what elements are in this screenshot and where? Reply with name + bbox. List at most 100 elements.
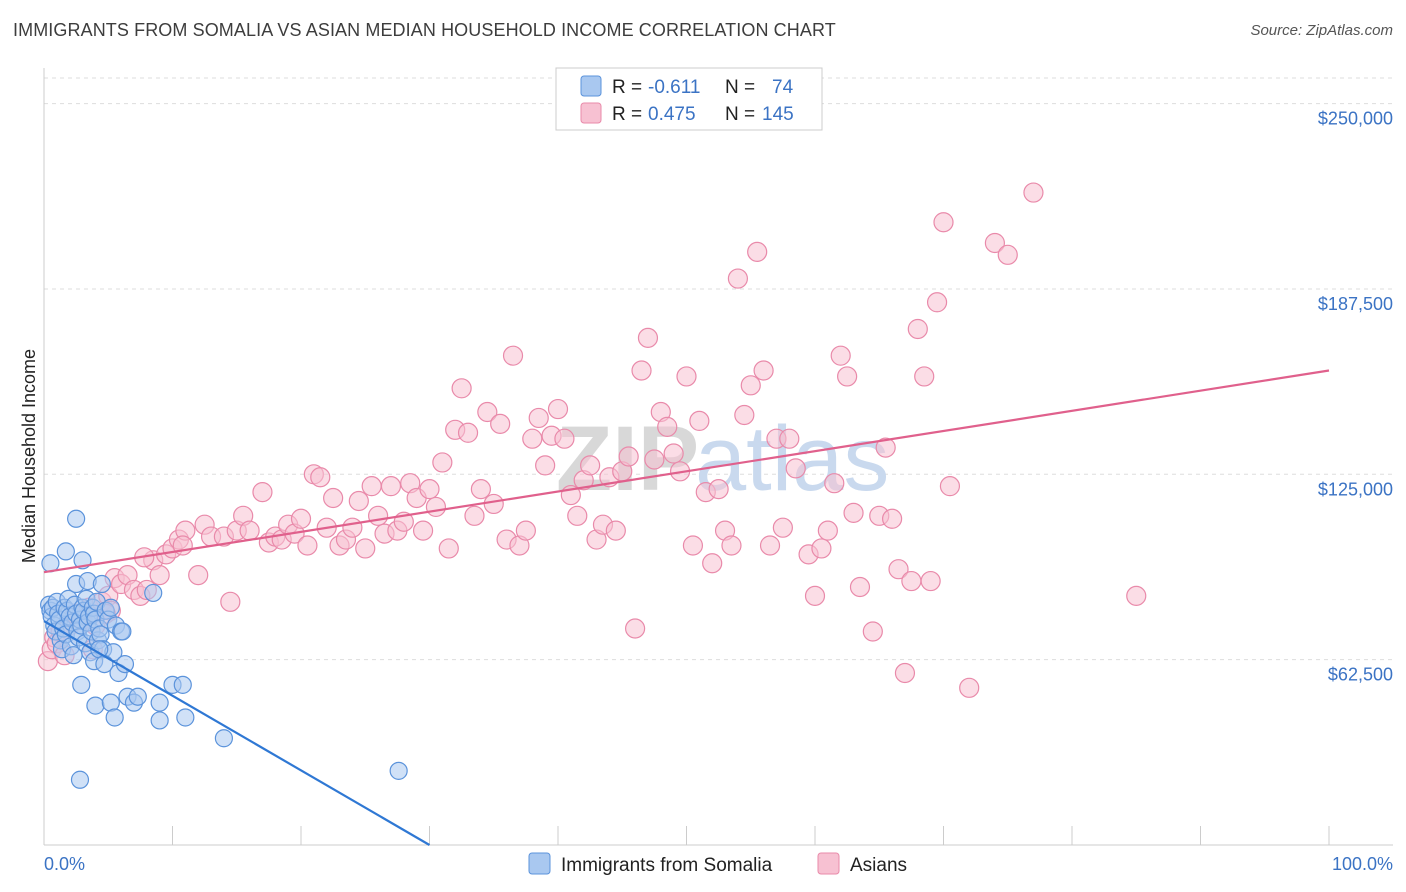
legend-n-value-2: 145 [762, 104, 794, 125]
data-point [502, 345, 524, 366]
data-point [361, 476, 382, 497]
legend-n-label-2: N = [725, 104, 755, 125]
data-point [297, 535, 318, 556]
data-point [528, 407, 549, 429]
legend-r-value-2: 0.475 [648, 104, 696, 125]
data-point [342, 517, 363, 538]
data-point [933, 212, 954, 233]
data-point [522, 428, 543, 449]
data-point [740, 375, 761, 396]
legend-swatch-asians [580, 102, 602, 124]
data-point [708, 479, 729, 500]
data-point [150, 693, 169, 712]
data-point [56, 542, 75, 561]
data-point [689, 410, 710, 432]
data-point [830, 345, 851, 366]
data-point [113, 622, 132, 641]
data-point [618, 446, 639, 467]
grid-lines [44, 77, 1393, 661]
data-point [567, 505, 588, 526]
data-point [984, 232, 1006, 254]
bottom-legend-label-asians: Asians [850, 855, 907, 876]
trend-line-somalia [43, 620, 431, 846]
data-point [470, 479, 491, 500]
x-tick-marks [43, 826, 1330, 845]
data-point [101, 598, 120, 617]
data-point [644, 449, 665, 470]
data-point [753, 360, 774, 381]
data-point [457, 422, 479, 443]
data-point [580, 455, 601, 476]
data-point [438, 538, 459, 559]
chart-title: IMMIGRANTS FROM SOMALIA VS ASIAN MEDIAN … [13, 20, 836, 40]
data-point [419, 479, 440, 500]
x-tick-label-max: 100.0% [1332, 854, 1393, 874]
data-point [837, 366, 858, 387]
legend-swatch-somalia [580, 75, 602, 97]
data-point [959, 677, 980, 698]
data-point [907, 318, 928, 340]
data-point [323, 487, 344, 509]
data-point [862, 621, 883, 642]
data-point [72, 675, 91, 694]
y-tick-labels: $62,500 $125,000 $187,500 $250,000 [1318, 109, 1393, 685]
data-point [101, 693, 120, 712]
data-point [888, 559, 909, 580]
data-point [631, 360, 652, 381]
data-point [624, 618, 646, 639]
data-point [290, 508, 312, 529]
y-axis-label: Median Household Income [19, 349, 39, 563]
data-point [239, 520, 260, 541]
data-point [702, 553, 723, 574]
data-point [849, 576, 871, 598]
trend-lines [43, 369, 1330, 846]
data-point [483, 493, 504, 515]
data-point [1126, 585, 1147, 606]
data-point [547, 398, 569, 420]
data-point [811, 538, 832, 559]
asians-points [37, 182, 1147, 698]
data-point [105, 708, 124, 727]
x-tick-label-min: 0.0% [44, 854, 85, 874]
y-tick-label: $250,000 [1318, 109, 1393, 129]
data-point [657, 416, 678, 437]
data-point [875, 437, 896, 458]
data-point [150, 711, 169, 730]
data-point [477, 401, 498, 423]
data-point [176, 708, 195, 727]
data-point [380, 476, 402, 497]
data-point [389, 761, 408, 780]
trend-line-asians [43, 369, 1330, 574]
data-point [997, 244, 1018, 265]
chart-source: Source: ZipAtlas.com [1250, 22, 1393, 39]
data-point [894, 662, 916, 684]
y-tick-label: $187,500 [1318, 294, 1393, 314]
data-point [804, 585, 826, 606]
data-point [817, 520, 838, 541]
bottom-legend-label-somalia: Immigrants from Somalia [561, 855, 773, 876]
data-point [682, 535, 704, 556]
data-point [939, 476, 961, 497]
data-point [252, 481, 273, 503]
data-point [220, 591, 241, 612]
data-point [70, 770, 90, 789]
series-legend: Immigrants from Somalia Asians [528, 852, 907, 876]
data-point [785, 458, 806, 479]
data-point [637, 327, 659, 348]
data-point [348, 490, 369, 512]
data-point [128, 687, 147, 706]
data-point [67, 509, 86, 528]
bottom-legend-swatch-asians [817, 852, 840, 875]
data-point [920, 570, 941, 592]
data-point [881, 508, 903, 529]
bottom-legend-swatch-somalia [528, 852, 551, 875]
legend-n-label-1: N = [725, 77, 755, 98]
data-point [759, 535, 781, 556]
data-point [188, 565, 209, 586]
legend-r-label-2: R = [612, 104, 642, 125]
data-point [490, 413, 511, 434]
data-point [605, 520, 626, 541]
data-point [727, 268, 749, 289]
somalia-points [40, 509, 408, 789]
